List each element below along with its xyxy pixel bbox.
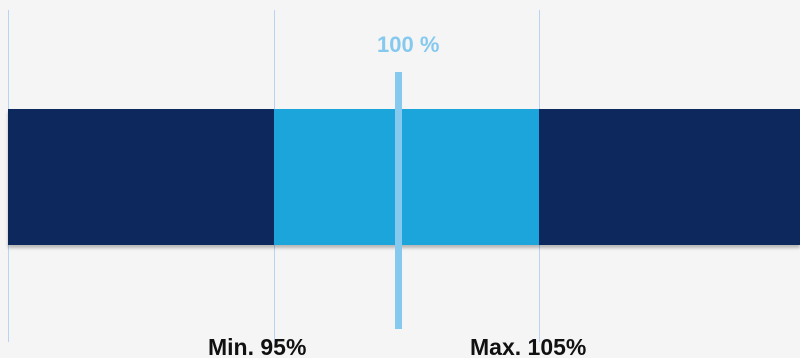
max-bound-label: Max. 105% — [470, 334, 587, 358]
target-label: 100 % — [377, 32, 440, 57]
tolerance-band — [274, 109, 539, 245]
min-bound-label: Min. 95% — [208, 334, 307, 358]
target-marker-line — [395, 72, 402, 329]
